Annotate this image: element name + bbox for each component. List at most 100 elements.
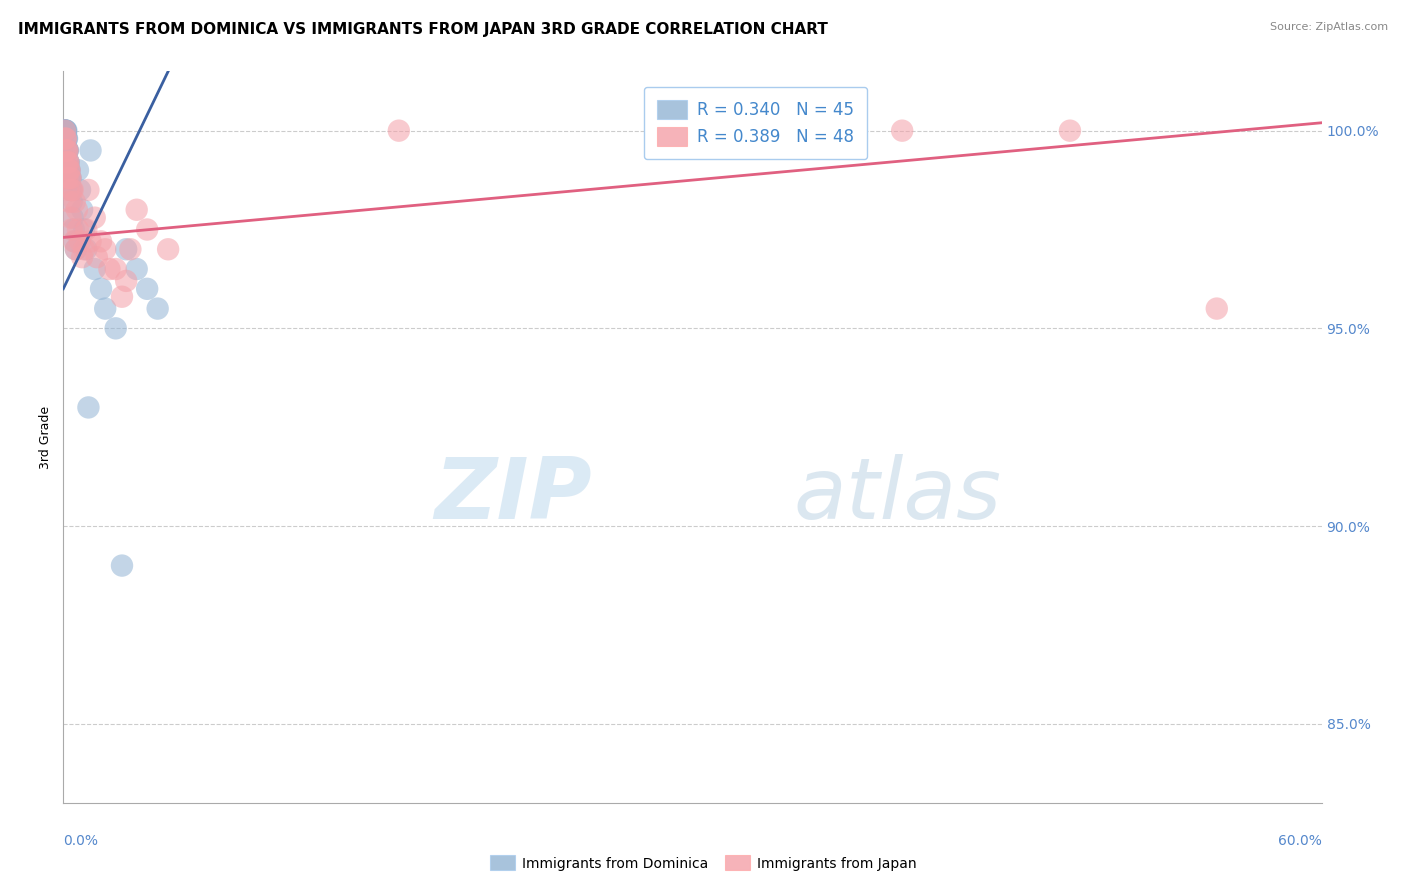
Point: [79, 235, 101, 249]
Point: [56, 171, 79, 186]
Point: [58, 155, 80, 169]
Point: [104, 321, 127, 335]
Point: [83, 211, 105, 225]
Point: [55, 155, 77, 169]
Point: [75, 242, 97, 256]
Point: [125, 262, 148, 277]
Point: [73, 222, 96, 236]
Point: [65, 242, 87, 256]
Point: [58, 163, 80, 178]
Point: [53, 123, 76, 137]
Point: [104, 262, 127, 277]
Point: [56, 131, 79, 145]
Point: [58, 163, 80, 178]
Point: [62, 211, 84, 225]
Point: [94, 242, 117, 256]
Text: Source: ZipAtlas.com: Source: ZipAtlas.com: [1270, 22, 1388, 32]
Point: [69, 235, 91, 249]
Point: [63, 235, 86, 249]
Point: [83, 262, 105, 277]
Point: [70, 250, 93, 264]
Point: [157, 242, 180, 256]
Point: [58, 155, 80, 169]
Point: [55, 131, 77, 145]
Legend: R = 0.340   N = 45, R = 0.389   N = 48: R = 0.340 N = 45, R = 0.389 N = 48: [644, 87, 868, 160]
Point: [55, 123, 77, 137]
Point: [90, 235, 112, 249]
Point: [146, 301, 169, 316]
Point: [115, 242, 138, 256]
Point: [60, 183, 83, 197]
Point: [388, 123, 411, 137]
Point: [63, 194, 86, 209]
Point: [58, 183, 80, 197]
Point: [94, 301, 117, 316]
Point: [56, 144, 79, 158]
Point: [66, 222, 89, 236]
Point: [136, 282, 159, 296]
Point: [55, 123, 77, 137]
Point: [70, 202, 93, 217]
Point: [53, 123, 76, 137]
Point: [59, 183, 82, 197]
Point: [60, 183, 83, 197]
Point: [66, 202, 89, 217]
Point: [1205, 301, 1227, 316]
Point: [111, 290, 134, 304]
Point: [115, 274, 138, 288]
Point: [77, 401, 100, 415]
Text: ZIP: ZIP: [434, 454, 592, 537]
Point: [98, 262, 121, 277]
Point: [69, 183, 91, 197]
Point: [58, 171, 80, 186]
Point: [58, 163, 80, 178]
Point: [90, 282, 112, 296]
Text: 0.0%: 0.0%: [63, 834, 98, 848]
Point: [77, 183, 100, 197]
Point: [891, 123, 914, 137]
Point: [53, 123, 76, 137]
Point: [59, 211, 82, 225]
Point: [62, 222, 84, 236]
Point: [58, 163, 80, 178]
Point: [66, 163, 89, 178]
Point: [56, 144, 79, 158]
Point: [62, 235, 84, 249]
Point: [58, 194, 80, 209]
Point: [55, 131, 77, 145]
Point: [125, 202, 148, 217]
Point: [55, 123, 77, 137]
Point: [65, 242, 87, 256]
Point: [56, 155, 79, 169]
Point: [111, 558, 134, 573]
Point: [59, 171, 82, 186]
Point: [55, 131, 77, 145]
Point: [53, 144, 76, 158]
Point: [53, 131, 76, 145]
Point: [73, 242, 96, 256]
Point: [136, 222, 159, 236]
Point: [59, 171, 82, 186]
Point: [86, 250, 108, 264]
Point: [723, 123, 745, 137]
Text: atlas: atlas: [793, 454, 1001, 537]
Point: [58, 155, 80, 169]
Point: [59, 171, 82, 186]
Point: [53, 123, 76, 137]
Point: [1059, 123, 1081, 137]
Point: [120, 242, 142, 256]
Point: [56, 144, 79, 158]
Point: [53, 123, 76, 137]
Point: [60, 222, 83, 236]
Text: IMMIGRANTS FROM DOMINICA VS IMMIGRANTS FROM JAPAN 3RD GRADE CORRELATION CHART: IMMIGRANTS FROM DOMINICA VS IMMIGRANTS F…: [18, 22, 828, 37]
Point: [75, 222, 97, 236]
Point: [56, 144, 79, 158]
Legend: Immigrants from Dominica, Immigrants from Japan: Immigrants from Dominica, Immigrants fro…: [484, 850, 922, 876]
Point: [62, 183, 84, 197]
Text: 60.0%: 60.0%: [1278, 834, 1322, 848]
Point: [79, 144, 101, 158]
Point: [53, 123, 76, 137]
Point: [53, 123, 76, 137]
Point: [60, 194, 83, 209]
Point: [56, 144, 79, 158]
